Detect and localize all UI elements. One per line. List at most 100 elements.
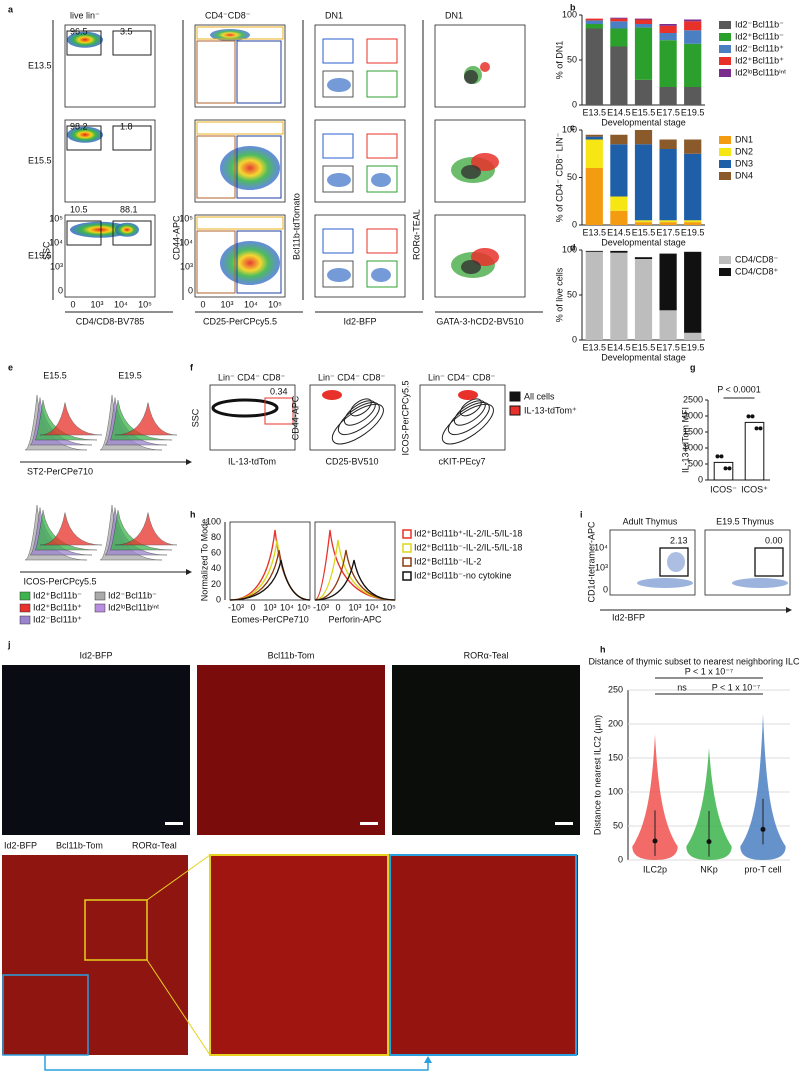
density <box>464 70 478 84</box>
gate <box>66 30 102 56</box>
gate <box>322 165 354 193</box>
x-tick-label: E19.5 <box>681 227 705 237</box>
median <box>706 839 712 845</box>
gate <box>322 38 354 64</box>
density <box>371 173 391 187</box>
flow-plot <box>314 24 406 108</box>
gate-value: 0.00 <box>765 535 783 545</box>
axis-label: CD1d-tetramer-APC <box>586 521 596 603</box>
histogram <box>114 402 178 436</box>
density <box>327 78 351 92</box>
bar-segment <box>684 251 702 333</box>
x-tick-label: -10³ <box>313 602 329 612</box>
arrow <box>186 569 192 575</box>
axis-label: SSC <box>41 241 51 260</box>
legend-swatch <box>94 591 106 601</box>
gate <box>322 70 354 98</box>
bar-segment <box>684 220 702 223</box>
axis-label: Id2-BFP <box>612 612 645 622</box>
x-tick-label: E13.5 <box>583 107 607 117</box>
tick-label: 10⁴ <box>244 299 258 309</box>
axis-label: ST2-PerCPe710 <box>27 466 93 476</box>
arrow <box>424 1056 432 1063</box>
legend-label: CD4/CD8⁻ <box>735 254 779 264</box>
x-tick-label: pro-T cell <box>744 864 781 874</box>
image <box>392 665 580 835</box>
density <box>667 552 685 572</box>
arrow <box>186 459 192 465</box>
bar-segment <box>610 46 628 105</box>
gate <box>264 397 294 425</box>
histogram <box>109 509 173 551</box>
x-axis-label: Developmental stage <box>601 117 686 127</box>
dot <box>719 454 724 459</box>
y-tick-label: 500 <box>688 458 703 468</box>
col-title: CD4⁻CD8⁻ <box>205 10 251 20</box>
col-title: DN1 <box>325 10 343 20</box>
gate <box>322 133 354 159</box>
scale-bar <box>555 822 573 825</box>
bar-segment <box>610 17 628 19</box>
y-tick-label: 20 <box>211 579 221 589</box>
gate-value: 1.8 <box>120 121 133 131</box>
y-tick-label: 1000 <box>683 442 703 452</box>
legend-swatch <box>719 172 731 180</box>
density <box>461 165 481 179</box>
gate-value: 10.5 <box>70 204 88 214</box>
density <box>732 578 788 588</box>
annotation: P < 1 x 10⁻⁷ <box>685 666 734 676</box>
gate <box>366 228 398 254</box>
channel-label: Id2-BFP <box>79 650 112 660</box>
tick-label: 0 <box>70 299 75 309</box>
image <box>392 855 578 1055</box>
channel-label: RORα-Teal <box>464 650 509 660</box>
y-tick-label: 60 <box>211 548 221 558</box>
bar-segment <box>659 87 677 105</box>
x-tick-label: E17.5 <box>656 342 680 352</box>
gate <box>659 547 689 577</box>
dot <box>723 466 728 471</box>
panel-letter: c <box>570 122 575 132</box>
y-tick-label: 150 <box>608 752 623 762</box>
x-tick-label: E13.5 <box>583 342 607 352</box>
gate <box>366 165 398 193</box>
flow-plot <box>209 384 296 451</box>
x-tick-label: 10⁴ <box>365 602 379 612</box>
dot <box>758 426 763 431</box>
tick-label: 10³ <box>595 562 608 572</box>
density <box>327 173 351 187</box>
legend-label: Id2⁺Bcl11b⁺ <box>735 55 784 65</box>
y-tick-label: 0 <box>216 594 221 604</box>
bar-segment <box>684 30 702 44</box>
tick-label: 10⁵ <box>49 213 63 223</box>
bar-segment <box>610 144 628 197</box>
col-title: E15.5 <box>43 370 67 380</box>
tick-label: 10⁴ <box>594 542 608 552</box>
panel-letter: b <box>570 2 576 12</box>
legend-label: IL-13-tdTom⁺ <box>524 405 577 415</box>
annotation: P < 1 x 10⁻⁷ <box>712 682 761 692</box>
y-tick-label: 100 <box>608 786 623 796</box>
gate-value: 0.34 <box>270 386 288 396</box>
col-title: E19.5 Thymus <box>716 516 774 526</box>
histogram <box>314 539 396 601</box>
bar-segment <box>659 33 677 41</box>
bar-segment <box>634 79 653 105</box>
legend-swatch <box>402 543 412 553</box>
panel-letter: h <box>600 644 606 654</box>
bar-segment <box>684 222 702 225</box>
bar-segment <box>634 222 653 225</box>
gate <box>322 228 354 254</box>
histogram-box <box>229 521 311 601</box>
histogram <box>109 399 173 441</box>
gate-value: 2.13 <box>670 535 688 545</box>
bar-segment <box>610 134 628 145</box>
bar-segment <box>585 28 603 105</box>
bar-segment <box>585 18 603 21</box>
y-tick-label: 100 <box>562 9 577 19</box>
gate <box>236 135 282 199</box>
violin <box>632 734 678 860</box>
flow-plot <box>314 119 406 203</box>
legend-swatch <box>402 557 412 567</box>
bar-segment <box>684 139 702 154</box>
